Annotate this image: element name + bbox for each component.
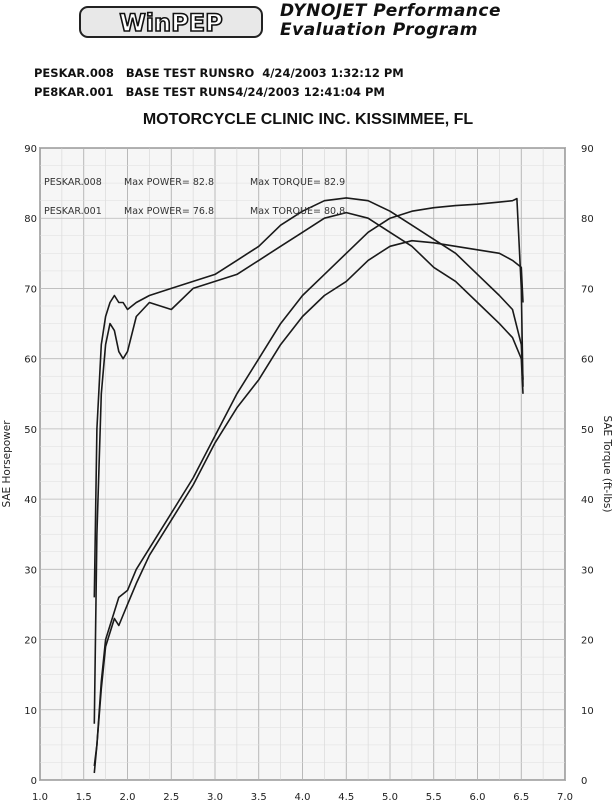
y-right-tick-label: 50 xyxy=(581,425,594,436)
y-right-tick-label: 10 xyxy=(581,706,594,717)
logo-text: WinPEP xyxy=(119,9,222,37)
y-left-tick-label: 30 xyxy=(24,565,37,576)
series-line-power-peskar-008 xyxy=(93,197,524,767)
y-right-tick-label: 30 xyxy=(581,565,594,576)
run-desc: BASE TEST RUNS xyxy=(125,85,236,99)
run-date: 4/24/2003 xyxy=(262,66,327,80)
dyno-chart: 1.0 1.5 2.0 2.5 3.0 3.5 4.0 4.5 5.0 5.5 6.0 6.5 7.0 0… xyxy=(1,144,613,800)
tick-labels: 1.0 1.5 2.0 2.5 3.0 3.5 4.0 4.5 5.0 5.5 6.0 6.5 7.0 0… xyxy=(24,144,593,800)
series-lines xyxy=(93,197,524,774)
shop-name: MOTORCYCLE CLINIC INC. KISSIMMEE, FL xyxy=(142,111,474,128)
y-right-tick-label: 80 xyxy=(581,214,594,225)
run-time: 1:32:12 PM xyxy=(330,66,404,80)
run-info-row: PESKAR.008 BASE TEST RUNSRO 4/24/2003 1:… xyxy=(34,66,404,80)
series-line-power-peskar-001 xyxy=(93,239,524,774)
x-tick-label: 2.5 xyxy=(163,792,179,800)
series-line-torque-peskar-008 xyxy=(93,197,524,598)
x-tick-label: 1.0 xyxy=(32,792,48,800)
x-tick-label: 3.5 xyxy=(251,792,267,800)
app-title-line2: Evaluation Program xyxy=(280,20,478,40)
run-id: PESKAR.008 xyxy=(34,66,114,80)
y-left-tick-label: 10 xyxy=(24,706,37,717)
y-left-tick-label: 20 xyxy=(24,636,37,647)
annotation-max-torque: Max TORQUE= 82.9 xyxy=(250,177,345,188)
y-left-tick-label: 70 xyxy=(24,284,37,295)
run-info-row: PE8KAR.001 BASE TEST RUNS4/24/2003 12:41… xyxy=(34,85,385,99)
run-date: 4/24/2003 xyxy=(235,85,300,99)
x-tick-label: 2.0 xyxy=(120,792,136,800)
annotation-run: PESKAR.001 xyxy=(44,206,102,217)
y-left-tick-label: 80 xyxy=(24,214,37,225)
x-tick-label: 1.5 xyxy=(76,792,92,800)
grid xyxy=(39,147,566,781)
y-axis-left-label: SAE Horsepower xyxy=(1,420,13,508)
y-right-tick-label: 20 xyxy=(581,636,594,647)
annotation-max-power: Max POWER= 82.8 xyxy=(124,177,214,188)
series-line-torque-peskar-001 xyxy=(93,211,524,724)
run-desc: BASE TEST RUNSRO xyxy=(125,66,255,80)
y-right-tick-label: 0 xyxy=(581,776,587,787)
x-tick-label: 6.0 xyxy=(470,792,486,800)
y-right-tick-label: 70 xyxy=(581,284,594,295)
annotation-max-torque: Max TORQUE= 80.8 xyxy=(250,206,345,217)
x-tick-label: 4.5 xyxy=(338,792,354,800)
app-title-line1: DYNOJET Performance xyxy=(280,1,502,21)
y-left-tick-label: 0 xyxy=(31,776,37,787)
y-axis-right-label: SAE Torque (ft-lbs) xyxy=(601,416,613,513)
y-right-tick-label: 60 xyxy=(581,355,594,366)
y-right-tick-label: 40 xyxy=(581,495,594,506)
y-right-tick-label: 90 xyxy=(581,144,594,155)
x-tick-label: 5.5 xyxy=(426,792,442,800)
y-left-tick-label: 90 xyxy=(24,144,37,155)
y-left-tick-label: 60 xyxy=(24,355,37,366)
annotation-run: PESKAR.008 xyxy=(44,177,102,188)
run-time: 12:41:04 PM xyxy=(303,85,385,99)
x-tick-label: 3.0 xyxy=(207,792,223,800)
winpep-logo: WinPEP xyxy=(79,6,263,38)
run-id: PE8KAR.001 xyxy=(34,85,114,99)
x-tick-label: 7.0 xyxy=(557,792,573,800)
annotation-max-power: Max POWER= 76.8 xyxy=(124,206,214,217)
y-left-tick-label: 40 xyxy=(24,495,37,506)
x-tick-label: 4.0 xyxy=(295,792,311,800)
x-tick-label: 6.5 xyxy=(513,792,529,800)
x-tick-label: 5.0 xyxy=(382,792,398,800)
y-left-tick-label: 50 xyxy=(24,425,37,436)
